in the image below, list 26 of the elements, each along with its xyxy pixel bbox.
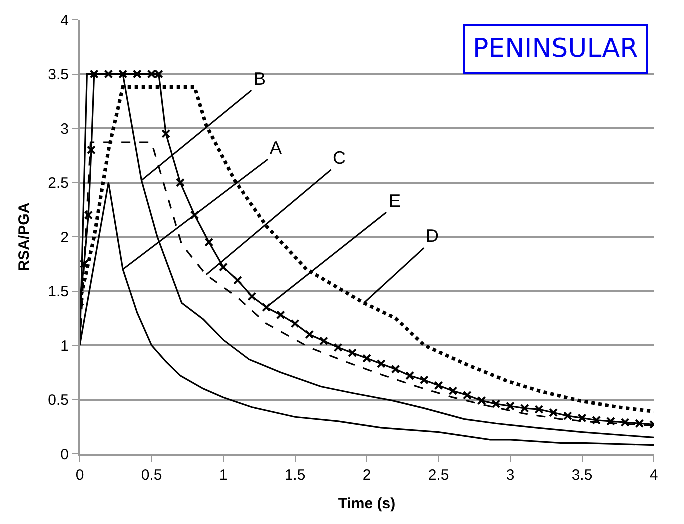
y-tick-label: 2.5 [48,175,69,192]
annotation: E [389,191,402,211]
annotation: C [333,148,346,168]
y-tick-label: 0 [60,446,69,464]
y-axis-title: RSA/PGA [16,202,33,272]
y-tick-label: 3.5 [48,66,69,84]
x-tick-label: 1.5 [284,467,306,484]
x-axis-title: Time (s) [338,496,396,512]
x-tick-label: 0.5 [141,467,162,484]
x-tick-label: 4 [650,467,658,484]
text: PENINSULAR [473,34,638,64]
x-tick-label: 3.5 [572,467,593,484]
y-tick-label: 3 [60,120,69,138]
annotation: B [254,69,266,89]
y-tick-label: 2 [60,229,69,246]
annotation: A [270,138,282,158]
annotation: D [426,226,439,246]
x-tick-label: 3 [506,467,515,484]
x-tick-label: 1 [219,467,228,484]
y-tick-label: 1.5 [48,284,69,300]
x-tick-label: 2 [362,467,372,484]
y-tick-label: 1 [60,338,69,355]
x-tick-label: 2.5 [428,467,450,484]
y-tick-label: 0.5 [48,392,69,409]
x-tick-label: 0 [76,467,84,484]
y-tick-label: 4 [60,12,69,30]
